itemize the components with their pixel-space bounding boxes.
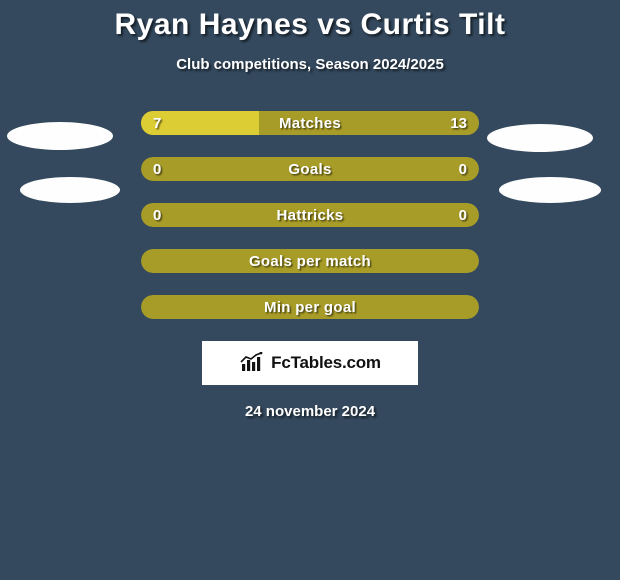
side-marker-p2-m1 [487,124,593,152]
brand-text: FcTables.com [271,353,381,373]
snapshot-date: 24 november 2024 [0,403,620,420]
vs-text: vs [317,8,351,41]
stat-row-hattricks: 00Hattricks [141,203,479,227]
stat-label: Goals [141,157,479,181]
player2-name: Curtis Tilt [361,8,506,41]
brand-box: FcTables.com [202,341,418,385]
subtitle: Club competitions, Season 2024/2025 [0,56,620,73]
player1-name: Ryan Haynes [115,8,309,41]
stat-label: Hattricks [141,203,479,227]
page-title: Ryan Haynes vs Curtis Tilt [0,0,620,42]
side-marker-p1-m1 [7,122,113,150]
stat-label: Goals per match [141,249,479,273]
stat-label: Matches [141,111,479,135]
stat-label: Min per goal [141,295,479,319]
stat-row-goals: 00Goals [141,157,479,181]
stat-row-min-per-goal: Min per goal [141,295,479,319]
brand-chart-icon [239,352,267,374]
stat-row-goals-per-match: Goals per match [141,249,479,273]
stat-row-matches: 713Matches [141,111,479,135]
side-marker-p1-m2 [20,177,120,203]
side-marker-p2-m2 [499,177,601,203]
